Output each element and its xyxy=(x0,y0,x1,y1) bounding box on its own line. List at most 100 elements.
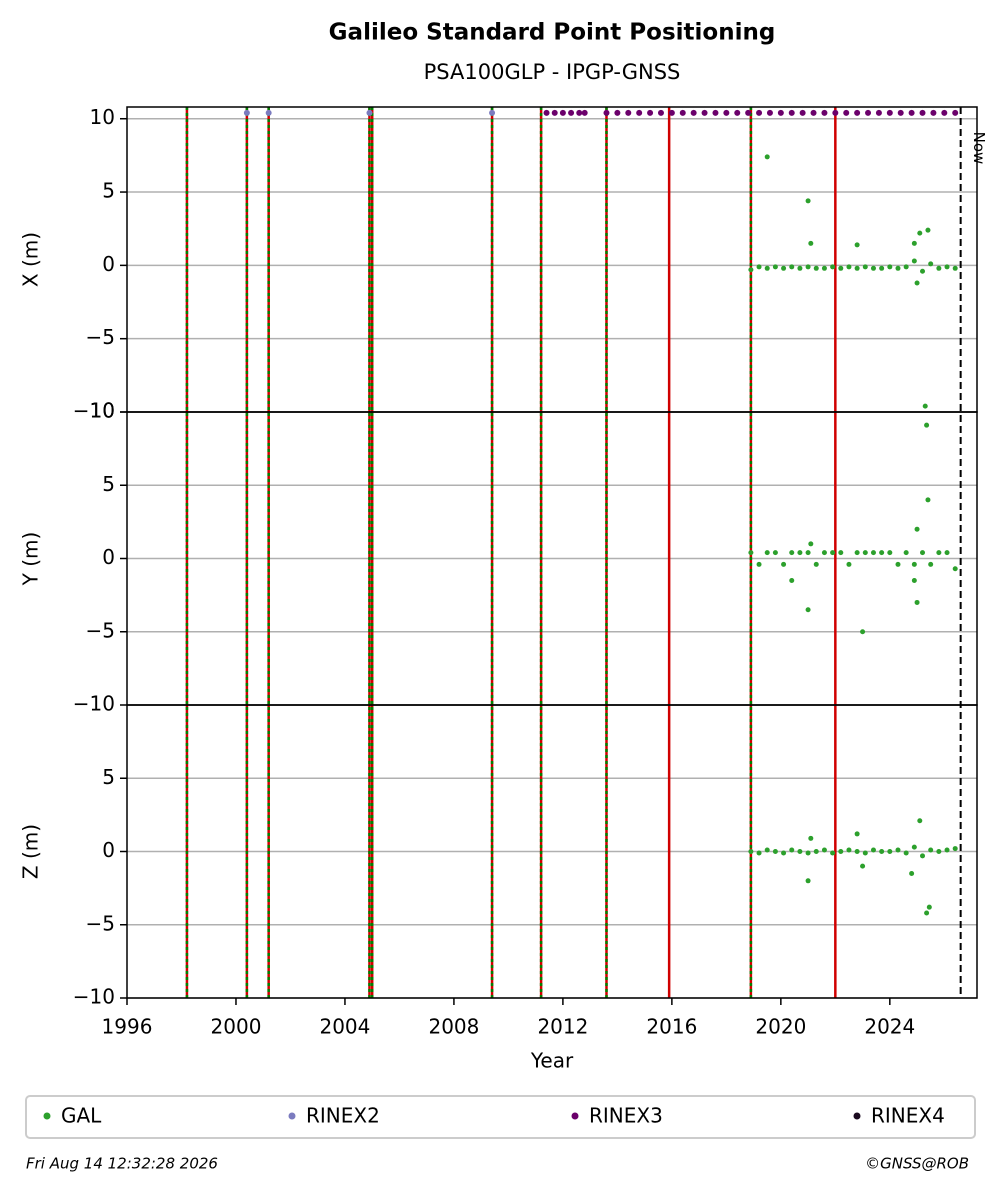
point xyxy=(243,109,250,116)
point xyxy=(854,242,860,248)
point xyxy=(821,847,827,853)
point xyxy=(914,599,920,605)
point xyxy=(813,561,819,567)
point xyxy=(647,109,654,116)
point xyxy=(805,550,811,556)
legend-marker xyxy=(853,1112,861,1120)
point xyxy=(657,109,664,116)
point xyxy=(911,240,917,246)
now-label: Now xyxy=(970,132,988,165)
point xyxy=(941,109,948,116)
point xyxy=(870,847,876,853)
point xyxy=(862,550,868,556)
point xyxy=(799,109,806,116)
x-tick-label: 2000 xyxy=(211,1015,262,1039)
y-axis-label: Z (m) xyxy=(19,824,43,879)
y-tick-label: −10 xyxy=(73,985,115,1009)
point xyxy=(887,550,893,556)
point xyxy=(914,280,920,286)
point xyxy=(930,109,937,116)
legend-box xyxy=(25,1095,976,1139)
point xyxy=(917,230,923,236)
point xyxy=(772,849,778,854)
point xyxy=(928,261,934,267)
point xyxy=(756,850,762,856)
y-tick-label: −5 xyxy=(86,911,115,935)
point xyxy=(854,265,860,271)
point xyxy=(838,265,844,271)
point xyxy=(636,109,643,116)
y-tick-label: 0 xyxy=(102,252,115,276)
x-tick-label: 2020 xyxy=(755,1015,806,1039)
point xyxy=(366,109,373,116)
point xyxy=(860,863,866,869)
point xyxy=(952,265,958,271)
point xyxy=(879,265,885,271)
point xyxy=(879,550,885,556)
point xyxy=(766,109,773,116)
point xyxy=(854,831,860,837)
y-tick-label: 5 xyxy=(102,472,115,496)
point xyxy=(625,109,632,116)
y-tick-label: 0 xyxy=(102,838,115,862)
point xyxy=(265,109,272,116)
point xyxy=(854,109,861,116)
point xyxy=(789,550,795,556)
x-tick-label: 1996 xyxy=(102,1015,153,1039)
point xyxy=(576,109,583,116)
x-axis-label: Year xyxy=(530,1049,574,1073)
y-tick-label: 5 xyxy=(102,179,115,203)
point xyxy=(805,850,811,856)
point xyxy=(936,550,942,556)
point xyxy=(797,265,803,271)
point xyxy=(581,109,588,116)
point xyxy=(781,265,787,271)
point xyxy=(723,109,730,116)
legend-marker xyxy=(43,1112,51,1120)
point xyxy=(701,109,708,116)
point xyxy=(895,561,901,567)
point xyxy=(748,849,754,854)
point xyxy=(944,847,950,853)
point xyxy=(797,849,803,854)
point xyxy=(903,264,909,270)
point xyxy=(944,550,950,556)
y-tick-label: −5 xyxy=(86,325,115,349)
point xyxy=(870,550,876,556)
point xyxy=(846,561,852,567)
point xyxy=(789,577,795,583)
axes-frame xyxy=(126,704,978,999)
legend-label: RINEX4 xyxy=(871,1104,945,1128)
point xyxy=(908,109,915,116)
point xyxy=(756,264,762,270)
point xyxy=(830,550,836,556)
point xyxy=(854,849,860,854)
point xyxy=(886,109,893,116)
point xyxy=(813,265,819,271)
point xyxy=(865,109,872,116)
point xyxy=(764,550,770,556)
point xyxy=(870,265,876,271)
point xyxy=(914,526,920,532)
x-tick-label: 2008 xyxy=(428,1015,479,1039)
point xyxy=(924,422,930,428)
subtitle: PSA100GLP - IPGP-GNSS xyxy=(424,60,681,84)
point xyxy=(781,561,787,567)
point xyxy=(821,109,828,116)
point xyxy=(911,577,917,583)
point xyxy=(821,265,827,271)
point xyxy=(614,109,621,116)
point xyxy=(805,878,811,884)
point xyxy=(924,910,930,916)
point xyxy=(903,550,909,556)
point xyxy=(920,550,926,556)
point xyxy=(875,109,882,116)
y-tick-label: 5 xyxy=(102,765,115,789)
point xyxy=(805,607,811,613)
point xyxy=(668,109,675,116)
point xyxy=(764,265,770,271)
x-tick-label: 2024 xyxy=(864,1015,915,1039)
point xyxy=(734,109,741,116)
point xyxy=(920,853,926,859)
